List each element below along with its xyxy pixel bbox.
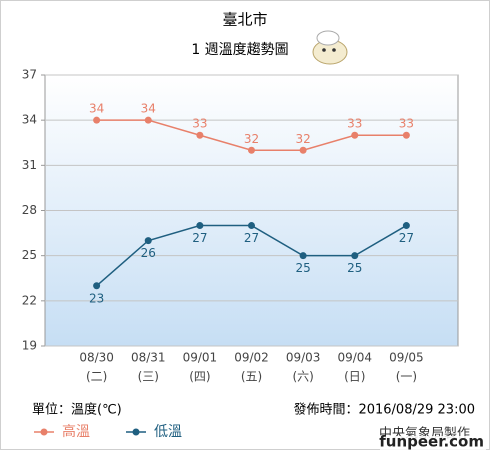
x-tick-label: 09/02 (234, 351, 269, 365)
x-tick-label: 09/04 (337, 351, 372, 365)
legend-label: 高溫 (62, 423, 90, 440)
chart-title: 臺北市 (222, 11, 267, 29)
value-label: 34 (141, 102, 156, 116)
value-label: 33 (347, 117, 362, 131)
value-label: 25 (347, 261, 362, 275)
x-tick-label: 09/05 (389, 351, 424, 365)
x-tick-sublabel: (五) (241, 370, 262, 384)
value-label: 34 (89, 102, 104, 116)
value-label: 33 (192, 117, 207, 131)
point (248, 222, 255, 230)
x-tick-label: 08/30 (79, 351, 114, 365)
y-tick-label: 34 (22, 113, 37, 127)
point (93, 116, 101, 124)
value-label: 32 (295, 132, 310, 146)
value-label: 27 (244, 231, 259, 245)
value-label: 25 (295, 261, 310, 275)
x-tick-sublabel: (四) (189, 370, 210, 384)
x-tick-sublabel: (一) (396, 370, 417, 384)
y-tick-label: 25 (22, 248, 37, 262)
unit-note: 單位：溫度(℃) (32, 402, 122, 418)
y-tick-label: 22 (22, 293, 37, 307)
x-tick-sublabel: (二) (86, 370, 107, 384)
point (351, 252, 359, 260)
publish-time: 發佈時間：2016/08/29 23:00 (293, 402, 475, 418)
watermark: funpeer.com (379, 433, 484, 450)
x-tick-sublabel: (日) (344, 370, 365, 384)
point (144, 116, 152, 124)
value-label: 26 (141, 246, 156, 260)
point (402, 222, 410, 230)
point (196, 222, 204, 230)
point (144, 237, 152, 245)
chart-subtitle: 1 週溫度趨勢圖 (191, 42, 288, 58)
point (248, 146, 255, 154)
x-tick-label: 08/31 (131, 351, 166, 365)
x-tick-label: 09/01 (183, 351, 218, 365)
y-tick-label: 19 (22, 339, 37, 353)
value-label: 27 (192, 231, 207, 245)
value-label: 23 (89, 291, 104, 305)
legend-marker (132, 428, 140, 436)
x-tick-label: 09/03 (286, 351, 321, 365)
point (351, 131, 359, 139)
x-tick-sublabel: (三) (138, 370, 159, 384)
legend-marker (40, 428, 48, 436)
point (402, 131, 410, 139)
point (196, 131, 204, 139)
y-tick-label: 37 (22, 68, 37, 82)
y-tick-label: 28 (22, 203, 37, 217)
legend-label: 低溫 (154, 424, 182, 440)
point (299, 252, 307, 260)
value-label: 32 (244, 132, 259, 146)
value-label: 27 (399, 231, 414, 245)
watermark-bg (380, 436, 486, 450)
value-label: 33 (399, 117, 414, 131)
point (299, 146, 307, 154)
x-tick-sublabel: (六) (292, 370, 313, 384)
mascot (312, 30, 348, 65)
point (93, 282, 101, 290)
y-tick-label: 31 (22, 158, 37, 172)
